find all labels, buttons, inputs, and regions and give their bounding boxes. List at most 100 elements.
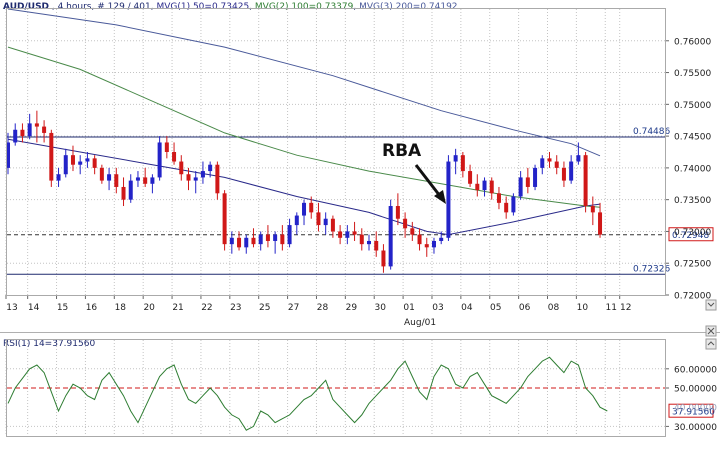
candle-body bbox=[525, 177, 530, 187]
candle-body bbox=[34, 123, 39, 127]
candle-body bbox=[511, 196, 516, 213]
candle-body bbox=[92, 158, 97, 168]
ma1-title: MVG(1) 50=0.73425 bbox=[156, 2, 249, 12]
candle-body bbox=[496, 193, 501, 203]
price-level-label: 0.72326 bbox=[633, 264, 670, 274]
candle-body bbox=[172, 152, 177, 162]
candle-body bbox=[547, 158, 552, 162]
candle-body bbox=[222, 193, 227, 245]
candle-body bbox=[533, 167, 538, 187]
y-tick-label: 0.74000 bbox=[674, 164, 711, 174]
moving-average-line bbox=[7, 46, 601, 208]
candle-body bbox=[143, 177, 148, 184]
candle-body bbox=[121, 186, 126, 200]
candle-body bbox=[540, 158, 545, 168]
rba-annotation-label: RBA bbox=[382, 141, 422, 161]
candle-body bbox=[42, 126, 47, 133]
candle-body bbox=[453, 155, 458, 162]
candle-body bbox=[294, 215, 299, 226]
x-tick-label-11: 11 bbox=[606, 303, 617, 313]
candle-body bbox=[302, 202, 307, 216]
y-tick-label: 0.72500 bbox=[674, 260, 711, 270]
moving-averages-layer bbox=[7, 8, 601, 236]
candle-body bbox=[460, 155, 465, 172]
y-tick-label: 0.73000 bbox=[674, 228, 711, 238]
candle-body bbox=[352, 231, 357, 235]
x-tick-label-15: 15 bbox=[57, 303, 68, 313]
chart-title-info: , 4 hours, # 129 / 401, bbox=[49, 2, 156, 12]
x-tick-label-14: 14 bbox=[28, 303, 40, 313]
x-tick-label-10: 10 bbox=[577, 303, 589, 313]
rba-annotation-arrow bbox=[414, 164, 442, 197]
x-tick-label-29: 29 bbox=[346, 303, 358, 313]
candle-body bbox=[569, 161, 574, 181]
candle-body bbox=[475, 183, 480, 191]
chart-symbol: AUD/USD bbox=[3, 2, 49, 12]
candle-body bbox=[56, 174, 61, 181]
axis-layer: 0.72000 0.72500 0.73000 0.73500 0.74000 0.745… bbox=[5, 37, 717, 433]
moving-average-line bbox=[7, 138, 601, 236]
candle-body bbox=[431, 240, 436, 248]
rsi-current-label: 37.91560 bbox=[672, 408, 715, 418]
candle-body bbox=[518, 177, 523, 197]
x-tick-label-22: 22 bbox=[201, 303, 212, 313]
candle-body bbox=[280, 234, 285, 245]
current-price-label: 0.72948 bbox=[672, 231, 709, 241]
x-tick-label-13: 13 bbox=[6, 303, 17, 313]
candle-body bbox=[13, 129, 18, 143]
candle-body bbox=[164, 142, 169, 152]
candle-body bbox=[107, 174, 112, 181]
candle-body bbox=[345, 231, 350, 238]
x-tick-label-03: 03 bbox=[432, 303, 443, 313]
rsi-panel-collapse-button[interactable] bbox=[705, 338, 717, 350]
rsi-title: RSI(1) 14=37.91560 bbox=[3, 339, 95, 349]
candle-body bbox=[410, 228, 415, 235]
rsi-panel-close-button[interactable] bbox=[705, 325, 717, 337]
candle-body bbox=[576, 155, 581, 162]
candle-body bbox=[150, 177, 155, 184]
candle-body bbox=[273, 234, 278, 241]
candle-body bbox=[403, 218, 408, 229]
candle-body bbox=[208, 164, 213, 172]
rsi-line bbox=[7, 356, 608, 431]
candle-body bbox=[78, 161, 83, 165]
x-tick-label-16: 16 bbox=[86, 303, 98, 313]
x-tick-label-20: 20 bbox=[143, 303, 155, 313]
candle-body bbox=[229, 237, 234, 245]
y-tick-label: 0.76000 bbox=[674, 37, 711, 47]
rsi-current-box bbox=[668, 403, 714, 418]
candle-body bbox=[251, 237, 256, 245]
candles-layer bbox=[6, 110, 603, 273]
ma3-title: MVG(3) 200=0.74192 bbox=[359, 2, 457, 12]
ma2-title: MVG(2) 100=0.73379 bbox=[255, 2, 354, 12]
x-tick-label-08: 08 bbox=[548, 303, 560, 313]
main-panel-frame bbox=[6, 8, 666, 296]
candle-body bbox=[157, 142, 162, 178]
candle-body bbox=[186, 174, 191, 181]
candle-body bbox=[374, 240, 379, 251]
candle-body bbox=[417, 234, 422, 245]
x-tick-label-27: 27 bbox=[288, 303, 299, 313]
x-tick-label-06: 06 bbox=[519, 303, 531, 313]
candle-body bbox=[49, 132, 54, 181]
moving-average-line bbox=[7, 8, 601, 157]
candle-body bbox=[504, 202, 509, 213]
x-tick-label-04: 04 bbox=[461, 303, 473, 313]
rsi-y-tick-label: 50.00000 bbox=[674, 385, 717, 395]
x-tick-label-21: 21 bbox=[172, 303, 183, 313]
candle-body bbox=[482, 180, 487, 191]
candle-body bbox=[468, 171, 473, 184]
candle-body bbox=[338, 231, 343, 238]
y-tick-label: 0.75000 bbox=[674, 101, 711, 111]
candle-body bbox=[316, 212, 321, 226]
candle-body bbox=[330, 218, 335, 232]
x-tick-label-18: 18 bbox=[115, 303, 127, 313]
candle-body bbox=[99, 167, 104, 181]
candle-body bbox=[200, 171, 205, 178]
candle-body bbox=[381, 250, 386, 267]
main-panel-collapse-button[interactable] bbox=[705, 299, 717, 311]
candle-body bbox=[287, 225, 292, 245]
